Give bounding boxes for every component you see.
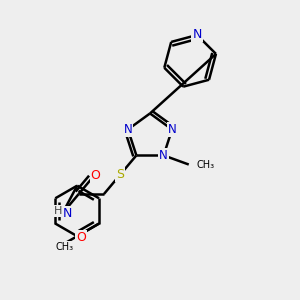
Text: N: N xyxy=(192,28,202,41)
Text: N: N xyxy=(63,207,72,220)
Text: S: S xyxy=(116,168,124,181)
Text: O: O xyxy=(76,231,86,244)
Text: N: N xyxy=(159,149,168,162)
Text: H: H xyxy=(54,206,62,216)
Text: N: N xyxy=(168,123,176,136)
Text: O: O xyxy=(91,169,100,182)
Text: N: N xyxy=(124,123,132,136)
Text: CH₃: CH₃ xyxy=(55,242,74,252)
Text: CH₃: CH₃ xyxy=(196,160,214,170)
